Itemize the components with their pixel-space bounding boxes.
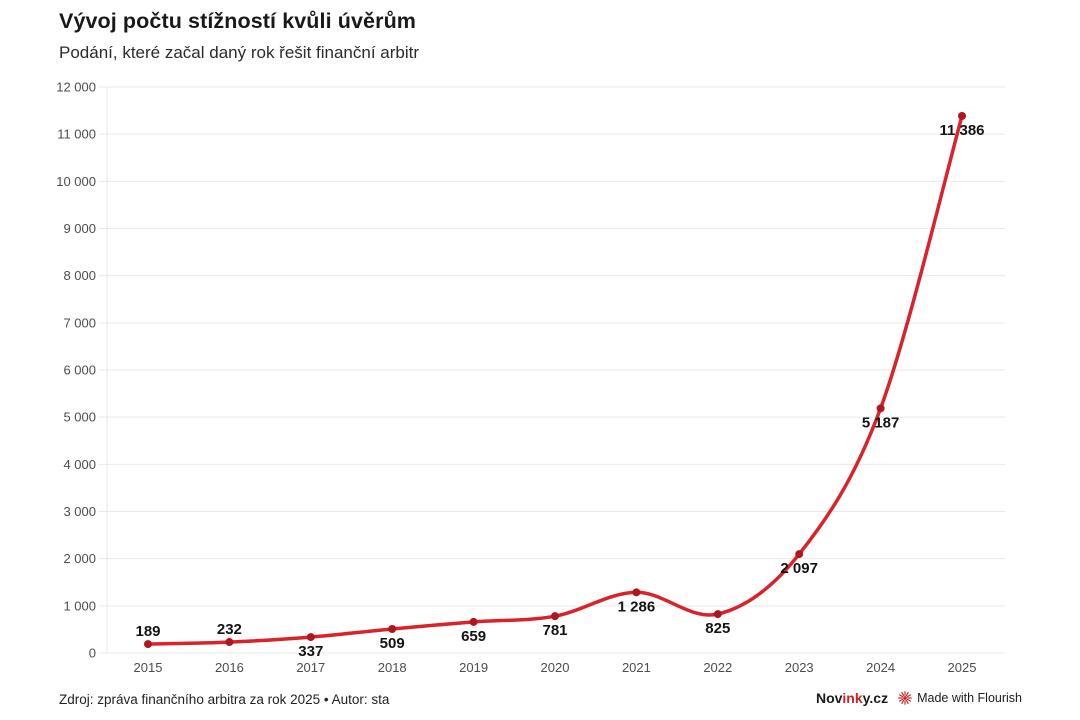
- flourish-credit-label: Made with Flourish: [917, 691, 1022, 705]
- data-point: [795, 550, 804, 559]
- x-tick-label: 2024: [866, 660, 895, 675]
- flourish-burst-icon: [898, 691, 912, 705]
- data-point: [388, 624, 397, 633]
- y-tick-label: 6 000: [63, 363, 96, 378]
- y-tick-label: 7 000: [63, 315, 96, 330]
- data-point-label: 232: [217, 621, 242, 638]
- y-tick-label: 4 000: [63, 457, 96, 472]
- y-tick-label: 1 000: [63, 598, 96, 613]
- data-point: [876, 404, 885, 413]
- data-point: [632, 588, 641, 597]
- data-point-label: 509: [380, 635, 405, 652]
- footer-credits: Novinky.cz Made with Flourish: [816, 690, 1022, 706]
- x-tick-label: 2025: [948, 660, 977, 675]
- y-tick-label: 9 000: [63, 221, 96, 236]
- data-point: [225, 638, 234, 647]
- y-tick-label: 11 000: [57, 127, 96, 142]
- data-point: [144, 640, 152, 649]
- data-point-label: 659: [461, 628, 486, 645]
- x-tick-label: 2021: [622, 660, 651, 675]
- data-point-label: 189: [135, 623, 160, 640]
- data-point-label: 1 286: [618, 598, 656, 615]
- data-point: [958, 111, 966, 120]
- x-tick-label: 2020: [541, 660, 570, 675]
- y-tick-label: 3 000: [63, 504, 96, 519]
- y-tick-label: 8 000: [63, 268, 96, 283]
- y-tick-label: 10 000: [56, 174, 96, 189]
- novinky-logo[interactable]: Novinky.cz: [816, 690, 888, 706]
- data-point: [469, 617, 478, 626]
- data-point: [713, 610, 722, 619]
- data-point-label: 11 386: [939, 122, 984, 139]
- novinky-logo-part: y.cz: [862, 690, 889, 706]
- data-point-label: 825: [705, 620, 730, 637]
- y-tick-label: 5 000: [63, 410, 96, 425]
- data-point: [306, 633, 315, 642]
- data-point-label: 5 187: [862, 414, 900, 431]
- data-point-label: 337: [298, 643, 323, 660]
- y-tick-label: 0: [89, 646, 96, 661]
- x-tick-label: 2018: [378, 660, 407, 675]
- flourish-credit-link[interactable]: Made with Flourish: [898, 691, 1022, 705]
- data-point-label: 781: [542, 622, 567, 639]
- x-tick-label: 2019: [459, 660, 488, 675]
- chart-subtitle: Podání, které začal daný rok řešit finan…: [59, 43, 420, 62]
- x-tick-label: 2016: [215, 660, 244, 675]
- novinky-logo-part: Nov: [815, 690, 843, 706]
- x-tick-label: 2022: [703, 660, 732, 675]
- data-point: [551, 612, 559, 621]
- series-line: [146, 114, 964, 646]
- y-tick-label: 2 000: [63, 551, 96, 566]
- x-tick-label: 2015: [134, 660, 163, 675]
- novinky-logo-part-red: ink: [842, 690, 863, 706]
- data-point-label: 2 097: [780, 560, 818, 577]
- x-tick-label: 2017: [296, 660, 325, 675]
- chart-title: Vývoj počtu stížností kvůli úvěrům: [59, 9, 417, 33]
- source-note: Zdroj: zpráva finančního arbitra za rok …: [59, 692, 390, 707]
- x-tick-label: 2023: [785, 660, 814, 675]
- y-tick-label: 12 000: [56, 80, 96, 95]
